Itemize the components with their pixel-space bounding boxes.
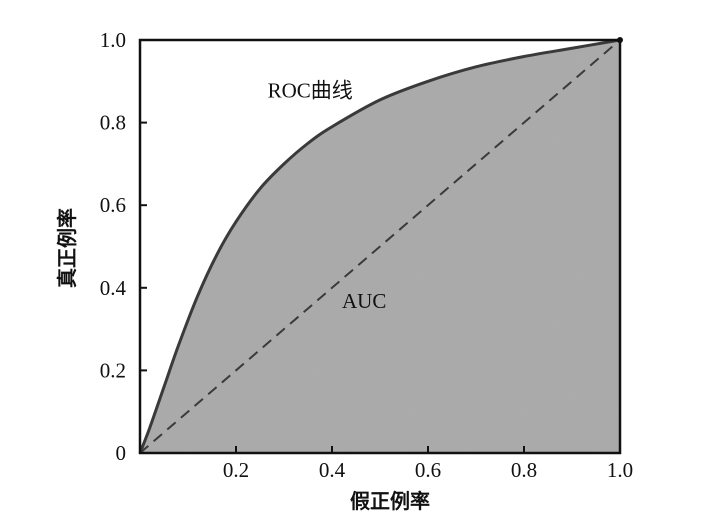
- x-tick-label: 0.2: [223, 458, 249, 482]
- y-tick-label: 0.6: [100, 193, 126, 217]
- x-axis-title: 假正例率: [350, 489, 430, 513]
- y-tick-label: 0.8: [100, 111, 126, 135]
- y-tick-label: 0.2: [100, 358, 126, 382]
- random-guess-diagonal: [139, 39, 621, 454]
- x-tick-label: 0.4: [319, 458, 346, 482]
- roc-curve-label: ROC曲线: [268, 79, 353, 103]
- y-tick-label: 0: [116, 441, 127, 465]
- y-tick-label: 1.0: [100, 28, 126, 52]
- auc-label: AUC: [342, 289, 386, 313]
- watermark-text: https://blog.csdn.net/weixin_42810939: [465, 501, 703, 517]
- x-tick-label: 0.8: [511, 458, 537, 482]
- y-tick-label: 0.4: [100, 276, 127, 300]
- y-axis-title: 真正例率: [55, 208, 79, 288]
- roc-curve: [138, 38, 621, 454]
- roc-endpoint: [617, 37, 623, 43]
- x-tick-label: 1.0: [607, 458, 633, 482]
- plot-frame: [138, 38, 622, 455]
- x-tick-label: 0.6: [415, 458, 441, 482]
